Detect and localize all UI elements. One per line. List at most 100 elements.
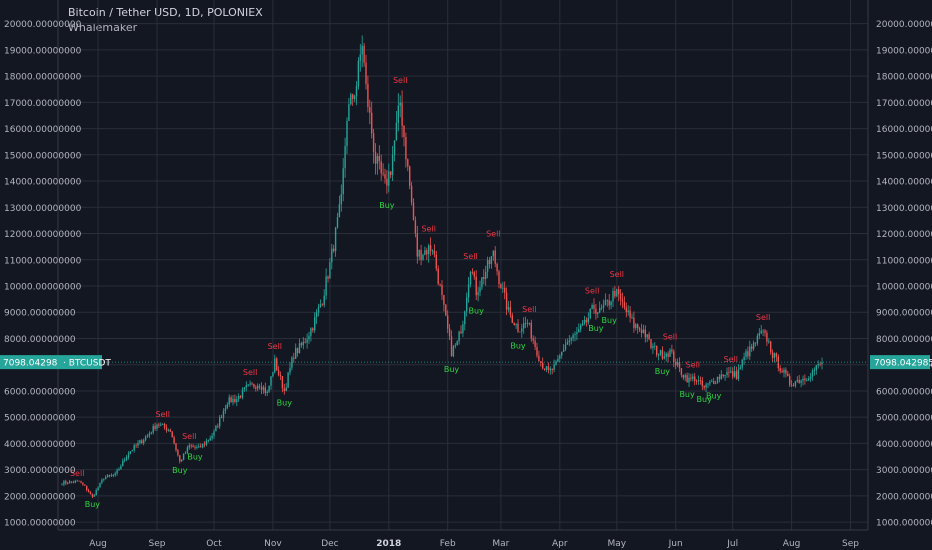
buy-signal: Buy — [469, 306, 485, 315]
candle — [781, 368, 783, 373]
candle — [656, 345, 658, 358]
candle — [652, 343, 654, 354]
candle — [300, 341, 303, 348]
candle-body — [538, 355, 540, 362]
candle-body — [642, 329, 645, 333]
symbol-label: · BTCUSDT — [63, 359, 111, 369]
candle-body — [690, 377, 692, 379]
candle-body — [562, 349, 565, 352]
candle-body — [401, 102, 403, 126]
candle-body — [283, 388, 285, 392]
candle-body — [718, 376, 721, 379]
candle — [279, 371, 282, 380]
candle-body — [633, 317, 635, 328]
candle — [485, 265, 487, 286]
y-tick-label-left: 10000.00000000 — [4, 282, 82, 292]
candle — [711, 378, 713, 383]
candle — [697, 375, 700, 385]
candle-body — [549, 368, 551, 371]
candle-body — [272, 372, 274, 377]
candle — [705, 382, 707, 393]
candle-body — [110, 475, 113, 477]
candle — [410, 181, 413, 206]
candle-body — [106, 475, 109, 478]
candle — [82, 482, 84, 486]
candle — [63, 480, 65, 487]
candle-body — [728, 371, 730, 373]
candle — [466, 292, 468, 317]
candle — [192, 443, 194, 448]
candle — [422, 253, 424, 261]
candle-body — [583, 319, 586, 324]
candle-body — [644, 329, 646, 338]
candle — [93, 493, 95, 497]
candle-body — [426, 250, 428, 255]
candle — [819, 362, 821, 367]
candle — [612, 287, 614, 308]
candle-body — [201, 443, 204, 448]
candle-body — [460, 331, 462, 334]
candle-body — [707, 383, 709, 385]
candle — [211, 432, 213, 441]
candle — [323, 289, 325, 308]
candle-body — [532, 338, 534, 341]
candle — [580, 323, 582, 333]
candle — [135, 443, 137, 449]
candle-body — [293, 357, 295, 359]
candle — [287, 371, 289, 388]
candle-body — [76, 480, 78, 482]
buy-signal: Buy — [602, 316, 618, 325]
candle — [236, 395, 238, 407]
candle — [804, 374, 806, 385]
candle — [709, 380, 711, 387]
y-tick-label-left: 6000.00000000 — [4, 387, 76, 397]
candle-body — [443, 295, 445, 305]
candle — [737, 364, 740, 382]
candle — [141, 438, 143, 445]
candle-body — [627, 310, 629, 313]
candle-body — [663, 356, 665, 359]
candle-body — [253, 383, 255, 388]
candle — [74, 479, 76, 484]
candle — [515, 323, 517, 329]
candle — [756, 333, 759, 346]
candle-body — [654, 345, 656, 347]
candle-body — [93, 495, 95, 497]
candle-body — [70, 481, 73, 483]
candle — [224, 404, 227, 414]
candle — [198, 443, 200, 449]
candle-body — [217, 426, 219, 427]
candle-body — [770, 341, 772, 353]
candle-body — [713, 381, 715, 384]
candle — [549, 366, 551, 375]
candle-body — [361, 45, 363, 55]
candle-body — [146, 435, 149, 437]
candle-body — [561, 351, 563, 356]
candle-body — [192, 445, 194, 448]
candle — [230, 395, 232, 403]
candle-body — [279, 374, 282, 377]
candle-body — [184, 452, 187, 454]
candle — [167, 428, 170, 432]
candle — [619, 288, 622, 306]
candle-body — [669, 349, 671, 357]
candle-body — [196, 447, 198, 448]
candle-body — [367, 83, 369, 108]
candle-body — [258, 385, 261, 387]
buy-signal: Buy — [706, 391, 722, 400]
y-tick-label-left: 2000.00000000 — [4, 492, 76, 502]
candle-body — [420, 249, 422, 260]
candle — [543, 368, 546, 371]
candle-body — [108, 475, 111, 476]
sell-signal: Sell — [463, 252, 477, 261]
candle-body — [524, 323, 527, 324]
candle — [369, 99, 371, 125]
candle — [431, 249, 434, 255]
candle — [680, 368, 683, 378]
candle-body — [629, 310, 631, 318]
candle — [124, 457, 126, 463]
candle — [302, 337, 304, 350]
candle — [131, 449, 133, 452]
candle — [160, 422, 162, 427]
